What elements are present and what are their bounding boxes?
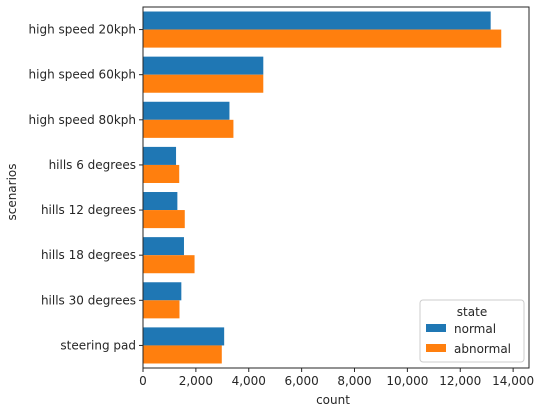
bar-normal-0 xyxy=(143,11,491,30)
x-tick-label: 10,000 xyxy=(386,374,428,388)
axes-spines xyxy=(142,6,530,369)
y-tick-label: hills 6 degrees xyxy=(49,158,136,172)
bar-abnormal-0 xyxy=(143,29,502,48)
bar-normal-2 xyxy=(143,101,230,120)
bar-abnormal-2 xyxy=(143,119,234,138)
x-tick-label: 6,000 xyxy=(284,374,318,388)
y-tick-label: high speed 80kph xyxy=(29,113,136,127)
bar-abnormal-1 xyxy=(143,74,264,93)
y-tick-label: high speed 20kph xyxy=(29,23,136,37)
bar-normal-3 xyxy=(143,146,177,165)
legend: state normal abnormal xyxy=(419,299,525,363)
bars-group xyxy=(143,11,502,364)
bar-abnormal-4 xyxy=(143,210,185,229)
x-tick-label: 0 xyxy=(139,374,147,388)
legend-swatch-normal xyxy=(426,324,446,332)
x-tick-label: 14,000 xyxy=(492,374,534,388)
y-tick-label: hills 30 degrees xyxy=(41,293,136,307)
plot-frame xyxy=(142,6,530,369)
x-axis-ticks: 0 2,000 4,000 6,000 8,000 10,000 12,000 14,000 xyxy=(139,368,534,388)
bar-abnormal-5 xyxy=(143,255,195,274)
x-tick-label: 4,000 xyxy=(232,374,266,388)
bar-normal-1 xyxy=(143,56,264,75)
bar-abnormal-6 xyxy=(143,300,180,319)
legend-title: state xyxy=(457,305,487,319)
x-axis-title: count xyxy=(316,393,350,407)
legend-label-normal: normal xyxy=(454,322,496,336)
y-axis-title: scenarios xyxy=(5,163,19,220)
bar-abnormal-3 xyxy=(143,164,180,183)
bar-abnormal-7 xyxy=(143,345,222,364)
bar-normal-4 xyxy=(143,192,178,211)
bar-normal-7 xyxy=(143,327,225,346)
y-axis-ticks: high speed 20kph high speed 60kph high spe… xyxy=(29,23,143,352)
legend-label-abnormal: abnormal xyxy=(454,342,511,356)
y-tick-label: steering pad xyxy=(60,338,136,352)
y-tick-label: hills 12 degrees xyxy=(41,203,136,217)
y-tick-label: high speed 60kph xyxy=(29,68,136,82)
x-tick-label: 12,000 xyxy=(439,374,481,388)
x-tick-label: 2,000 xyxy=(179,374,213,388)
x-tick-label: 8,000 xyxy=(337,374,371,388)
bar-normal-5 xyxy=(143,237,184,256)
bar-normal-6 xyxy=(143,282,182,301)
legend-swatch-abnormal xyxy=(426,344,446,352)
y-tick-label: hills 18 degrees xyxy=(41,248,136,262)
